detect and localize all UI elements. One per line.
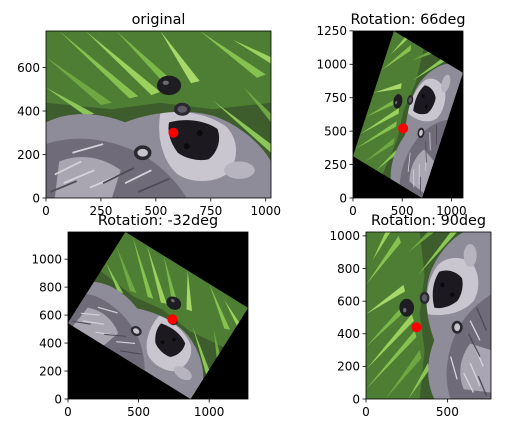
subplot-4: 0 500 0 200 400 600 800 1000 Rotation: 90deg <box>329 213 492 419</box>
x-tick-label: 1000 <box>250 204 281 218</box>
x-tick-label: 500 <box>127 405 150 419</box>
y-tick-label: 1000 <box>316 58 347 72</box>
image-area <box>353 31 463 198</box>
y-tick-label: 0 <box>352 392 360 406</box>
y-tick-label: 500 <box>324 124 347 138</box>
y-tick-label: 600 <box>337 294 360 308</box>
raccoon-photo <box>46 31 271 198</box>
y-tick-label: 1000 <box>31 252 62 266</box>
x-tick-label: 500 <box>391 204 414 218</box>
subplot-title: original <box>132 12 186 28</box>
x-tick-label: 0 <box>42 204 50 218</box>
subplot-title: Rotation: -32deg <box>98 213 218 229</box>
image-area <box>366 232 491 399</box>
x-tick-label: 1000 <box>436 204 467 218</box>
image-area <box>68 232 248 399</box>
x-tick-label: 500 <box>144 204 167 218</box>
x-tick-label: 250 <box>89 204 112 218</box>
y-tick-label: 800 <box>337 262 360 276</box>
y-tick-label: 200 <box>17 148 40 162</box>
x-tick-label: 750 <box>199 204 222 218</box>
y-tick-label: 600 <box>17 61 40 75</box>
marker-point <box>411 322 422 333</box>
y-tick-label: 0 <box>32 191 40 205</box>
y-tick-label: 200 <box>39 364 62 378</box>
y-tick-label: 600 <box>39 308 62 322</box>
subplot-title: Rotation: 66deg <box>350 12 465 28</box>
marker-point <box>167 314 178 325</box>
y-tick-label: 1250 <box>316 24 347 38</box>
axes-frame <box>352 30 464 199</box>
y-tick-label: 400 <box>39 336 62 350</box>
marker-point <box>168 127 179 138</box>
y-tick-label: 400 <box>337 327 360 341</box>
y-tick-label: 0 <box>54 392 62 406</box>
y-tick-label: 1000 <box>329 229 360 243</box>
axes-frame <box>365 231 492 400</box>
y-tick-label: 200 <box>337 360 360 374</box>
marker-point <box>398 123 409 134</box>
y-tick-label: 250 <box>324 158 347 172</box>
subplot-title: Rotation: 90deg <box>371 213 486 229</box>
y-tick-label: 750 <box>324 91 347 105</box>
x-tick-label: 0 <box>64 405 72 419</box>
subplot-1: 0 250 500 750 1000 0 200 400 600 original <box>17 12 281 218</box>
x-tick-label: 500 <box>436 405 459 419</box>
x-tick-label: 0 <box>349 204 357 218</box>
y-tick-label: 400 <box>17 104 40 118</box>
x-tick-label: 0 <box>362 405 370 419</box>
y-tick-label: 0 <box>339 191 347 205</box>
raccoon-photo <box>366 232 491 399</box>
x-tick-label: 1000 <box>194 405 225 419</box>
y-tick-label: 800 <box>39 280 62 294</box>
image-area <box>46 31 271 198</box>
subplot-3: 0 500 1000 0 200 400 600 800 1000 Rotation: -32de… <box>31 213 249 419</box>
axes-frame <box>67 231 249 400</box>
axes-frame <box>45 30 272 199</box>
